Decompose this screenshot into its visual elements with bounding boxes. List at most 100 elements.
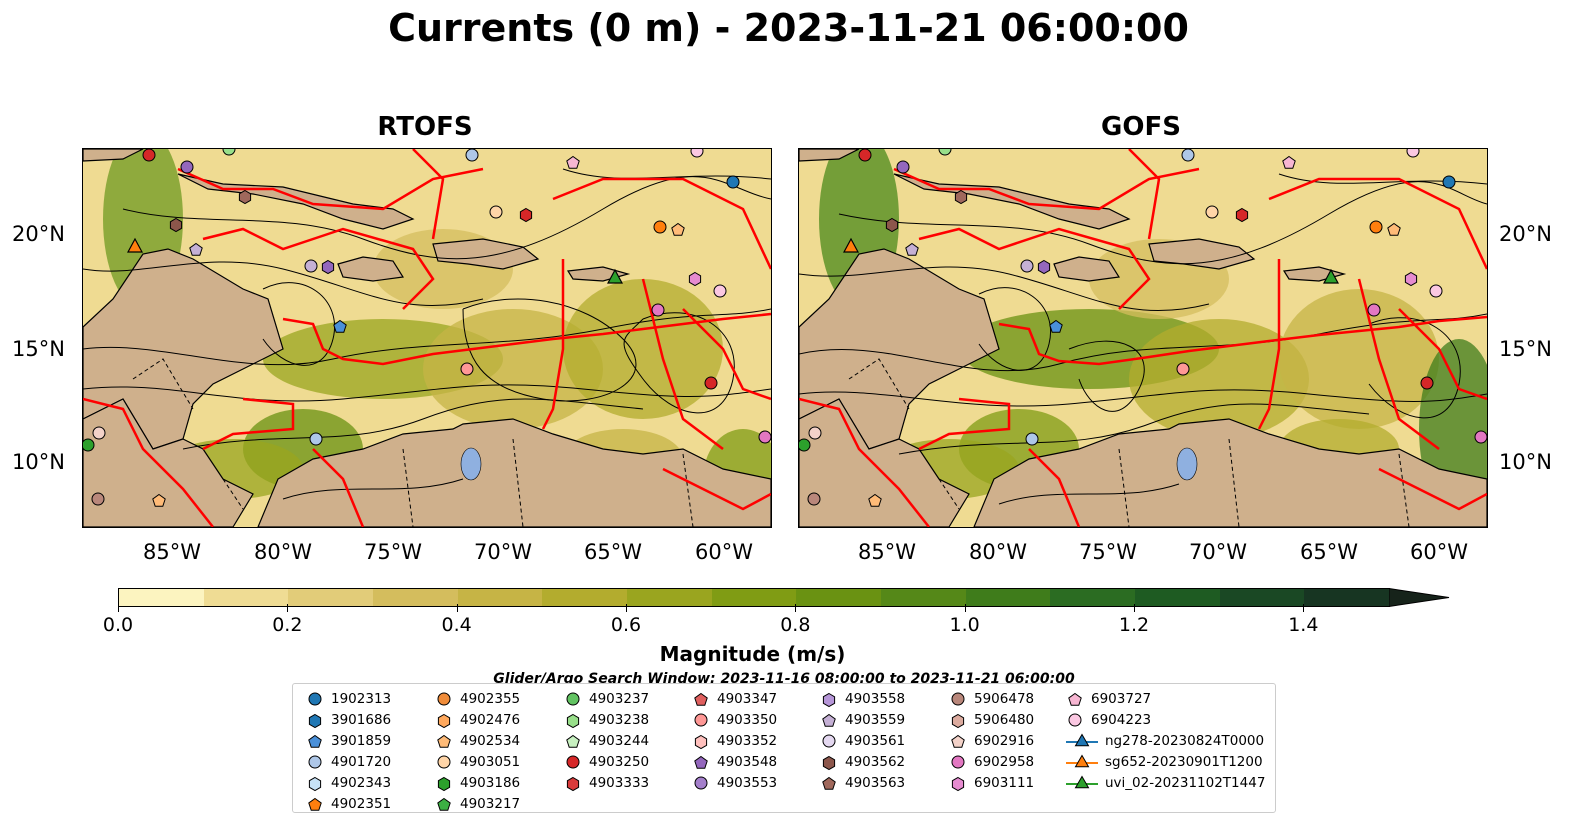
legend-item: 3901686 [305,709,391,730]
legend-item-label: 4903352 [717,732,778,749]
pentagon-marker-icon [1068,692,1082,706]
legend-item-label: 4902351 [331,795,392,812]
glider-marker [842,237,860,253]
region-boundary [1128,149,1161,240]
hexagon-marker-icon [437,776,451,791]
region-boundary [1268,177,1487,270]
colorbar-segment [711,589,797,606]
legend-item-label: 4902343 [331,774,392,791]
current-map-gofs [799,149,1487,527]
legend-item-label: 4903559 [845,711,906,728]
legend-item-label: 4903333 [589,774,650,791]
float-marker [169,217,183,233]
pentagon-marker-icon [437,797,451,811]
colorbar [118,588,1390,607]
current-streamline [978,287,1051,371]
legend-column: 4903558 4903559 4903561 4903562 4903563 [819,688,905,793]
colorbar-extend-arrow [1389,588,1450,607]
region-boundary [662,467,771,511]
triangle-line-marker-icon [1066,754,1098,767]
legend-item: 4903217 [434,793,520,814]
legend-item-label: 4903217 [460,795,521,812]
colorbar-segment [288,589,374,606]
float-marker [142,149,156,162]
colorbar-tick-label: 0.2 [272,614,303,636]
current-streamline [799,389,1487,407]
legend-item: 6903727 [1065,688,1265,709]
lat-label-left-20n: 20°N [12,222,65,246]
float-marker [858,149,872,162]
lon-label-70w-gofs: 70°W [1189,540,1247,564]
legend-item: 4903250 [563,751,649,772]
lon-label-60w: 60°W [695,540,753,564]
legend-item: 4903548 [691,751,777,772]
region-boundary [412,149,445,240]
map-panel-gofs [798,148,1488,528]
current-streamline [83,384,771,402]
legend-column: 4902355 4902476 4902534 4903051 4903186 49032… [434,688,520,814]
current-streamline [998,483,1180,505]
legend-item-label: 3901859 [331,732,392,749]
legend-item: 4903352 [691,730,777,751]
lon-label-75w: 75°W [364,540,422,564]
hexagon-marker-icon [951,776,965,791]
float-marker [309,432,323,446]
country-border [938,478,960,510]
float-marker [1367,303,1381,317]
lake [460,447,482,481]
region-boundary [918,397,1011,451]
legend-item: 4903237 [563,688,649,709]
legend-item: 5906478 [948,688,1034,709]
country-border [1228,438,1240,527]
float-marker [758,430,771,444]
hexagon-marker-icon [822,692,836,707]
circle-marker-icon [437,755,451,768]
land-mass [337,256,405,282]
float-marker [1369,220,1383,234]
hexagon-marker-icon [308,713,322,728]
float-marker [954,189,968,205]
colorbar-segment [627,589,712,606]
legend-item-label: 4903250 [589,753,650,770]
country-border [132,358,194,410]
pentagon-marker-icon [822,776,836,790]
legend-item-label: 4903563 [845,774,906,791]
float-marker [152,493,166,507]
region-boundary [552,177,771,270]
float-marker [1049,319,1063,333]
float-marker [799,438,811,452]
colorbar-tick [287,604,289,612]
pentagon-marker-icon [694,755,708,769]
legend-item-label: 4903561 [845,732,906,749]
country-border [848,358,910,410]
colorbar-segment [1304,589,1390,606]
lake [1176,447,1198,481]
glider-marker [606,268,624,284]
legend-item: 4903347 [691,688,777,709]
circle-marker-icon [308,692,322,705]
current-streamline [462,298,637,402]
pentagon-marker-icon [566,734,580,748]
region-boundary [998,315,1487,366]
circle-marker-icon [566,755,580,768]
colorbar-tick-label: 0.0 [102,614,134,636]
region-boundary [282,312,771,366]
pentagon-marker-icon [308,734,322,748]
region-boundary [83,397,214,527]
colorbar-tick-label: 1.4 [1288,614,1319,636]
float-marker [1406,149,1420,158]
region-boundary [799,397,930,527]
legend-item-label: 5906478 [974,690,1035,707]
colorbar-segment [1219,589,1305,606]
current-streamline [262,282,335,366]
land-mass [257,418,771,527]
circle-marker-icon [951,692,965,705]
legend-item: 3901859 [305,730,391,751]
pentagon-marker-icon [951,734,965,748]
hexagon-marker-icon [437,713,451,728]
colorbar-tick [1134,604,1135,612]
colorbar-segment [881,589,966,606]
legend-item: uvi_02-20231102T1447 [1065,772,1265,793]
float-marker [92,426,106,440]
float-marker [460,362,474,376]
